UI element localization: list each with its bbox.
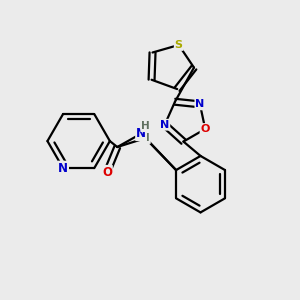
Text: N: N	[160, 120, 170, 130]
Text: S: S	[175, 40, 183, 50]
Text: N: N	[58, 162, 68, 175]
Text: N: N	[136, 127, 146, 140]
Text: O: O	[200, 124, 210, 134]
Text: O: O	[102, 166, 112, 179]
Text: H: H	[141, 121, 150, 131]
Text: H: H	[141, 133, 150, 143]
Text: N: N	[195, 99, 205, 110]
